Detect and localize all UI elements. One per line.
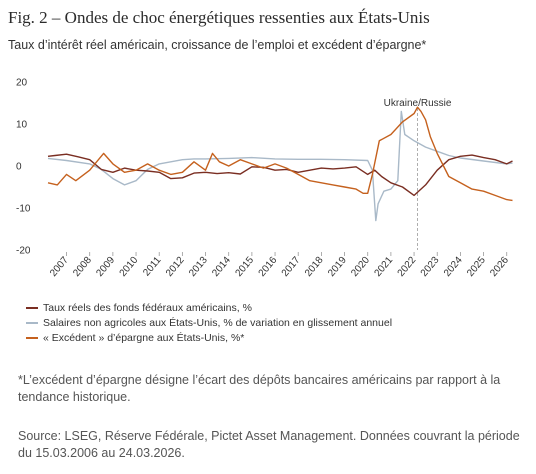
x-tick-label: 2021 <box>372 255 395 279</box>
x-tick-label: 2010 <box>118 255 141 279</box>
x-tick-label: 2024 <box>442 255 465 279</box>
series-line-2 <box>47 110 513 222</box>
y-tick-label: 10 <box>16 120 28 131</box>
legend-label: Taux réels des fonds fédéraux américains… <box>43 301 252 314</box>
x-tick-label: 2023 <box>419 255 442 279</box>
x-tick-label: 2022 <box>396 255 419 279</box>
x-tick-label: 2009 <box>94 255 117 279</box>
x-tick-label: 2011 <box>141 255 164 279</box>
y-tick-label: 0 <box>16 162 22 173</box>
x-tick-label: 2008 <box>71 255 94 279</box>
source-note: Source: LSEG, Réserve Fédérale, Pictet A… <box>18 429 520 460</box>
y-tick-label: -10 <box>16 204 31 215</box>
annotation-label: Ukraine/Russie <box>384 98 452 109</box>
series-line-1 <box>47 153 513 197</box>
legend-label: Salaires non agricoles aux États-Unis, %… <box>43 316 393 329</box>
x-tick-label: 2012 <box>164 255 187 279</box>
chart-title: Fig. 2 – Ondes de choc énergétiques ress… <box>8 8 430 27</box>
series-line-3 <box>47 106 513 202</box>
series-lines <box>47 106 513 222</box>
legend-swatch <box>26 306 38 309</box>
x-tick-label: 2025 <box>465 255 488 279</box>
annotations: Ukraine/Russie <box>384 98 452 250</box>
legend-item-3: « Excédent » d’épargne aux États-Unis, %… <box>26 330 392 345</box>
legend-swatch <box>26 336 38 339</box>
legend-item-2: Salaires non agricoles aux États-Unis, %… <box>26 315 392 330</box>
x-tick-label: 2026 <box>488 255 511 279</box>
y-tick-label: 20 <box>16 78 28 89</box>
chart-subtitle: Taux d’intérêt réel américain, croissanc… <box>8 38 427 52</box>
x-tick-label: 2019 <box>326 255 349 279</box>
chart-legend: Taux réels des fonds fédéraux américains… <box>26 300 392 345</box>
y-axis: -20 -10 0 10 20 <box>16 78 31 257</box>
footnote: *L’excédent d’épargne désigne l’écart de… <box>18 373 501 404</box>
x-tick-label: 2014 <box>210 255 233 279</box>
x-tick-label: 2017 <box>280 255 303 279</box>
x-tick-label: 2020 <box>349 255 372 279</box>
legend-swatch <box>26 321 38 324</box>
x-axis: 2007 2008 2009 2010 2011 2012 2013 2014 2015 2016… <box>48 252 511 279</box>
x-tick-label: 2007 <box>48 255 71 279</box>
x-tick-label: 2016 <box>257 255 280 279</box>
x-tick-label: 2018 <box>303 255 326 279</box>
line-chart: -20 -10 0 10 20 2007 2008 2009 2010 2011 2012 2013… <box>16 78 513 279</box>
legend-label: « Excédent » d’épargne aux États-Unis, %… <box>43 331 245 344</box>
x-tick-label: 2013 <box>187 255 210 279</box>
legend-item-1: Taux réels des fonds fédéraux américains… <box>26 300 392 315</box>
y-tick-label: -20 <box>16 246 31 257</box>
x-tick-label: 2015 <box>233 255 256 279</box>
